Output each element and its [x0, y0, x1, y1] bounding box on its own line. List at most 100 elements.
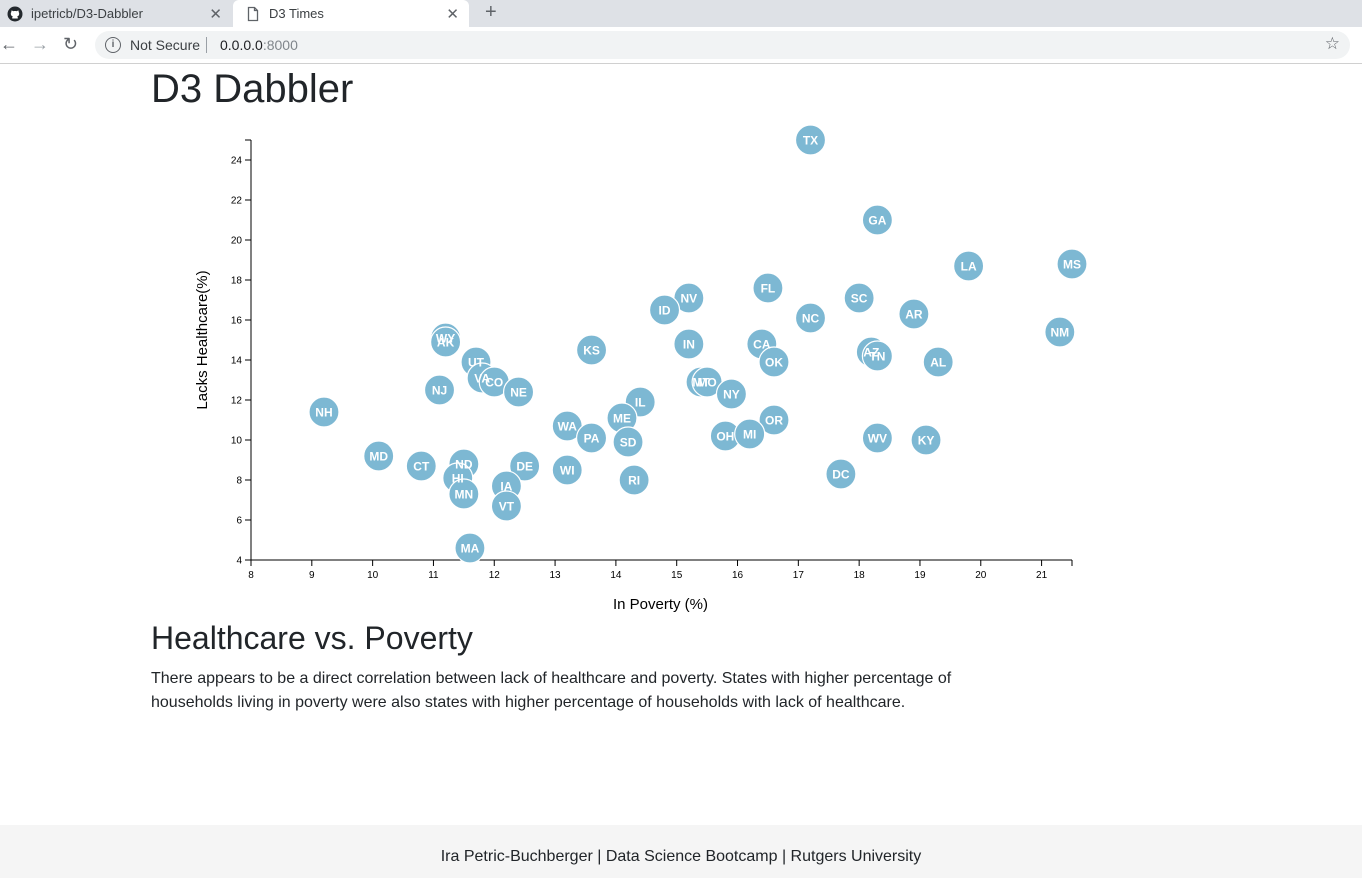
state-label: AL — [930, 356, 946, 370]
tab-github[interactable]: ipetricb/D3-Dabbler ✕ — [0, 0, 232, 27]
x-tick-label: 14 — [610, 570, 622, 581]
forward-icon[interactable]: → — [31, 34, 49, 54]
state-marker[interactable] — [502, 376, 535, 408]
browser-toolbar: ← → ↻ i Not Secure 0.0.0.0:8000 ☆ — [0, 27, 1362, 64]
state-marker[interactable] — [648, 294, 681, 326]
x-tick-label: 12 — [489, 570, 501, 581]
state-marker[interactable] — [910, 424, 942, 456]
tab-title: ipetricb/D3-Dabbler — [31, 6, 143, 21]
x-tick-label: 10 — [367, 570, 379, 581]
state-marker[interactable] — [363, 440, 395, 472]
state-marker[interactable] — [953, 250, 985, 282]
state-label: ND — [455, 458, 473, 472]
state-marker[interactable] — [861, 204, 893, 236]
state-marker[interactable] — [898, 298, 930, 330]
state-label: SC — [851, 292, 868, 306]
x-tick-label: 13 — [550, 570, 562, 581]
y-tick-label: 24 — [231, 156, 243, 167]
y-axis-label: Lacks Healthcare(%) — [194, 270, 211, 409]
state-label: WV — [868, 432, 887, 446]
state-marker[interactable] — [752, 272, 784, 304]
address-bar[interactable]: i Not Secure 0.0.0.0:8000 ☆ — [95, 31, 1350, 59]
state-marker[interactable] — [509, 450, 541, 482]
state-label: OK — [765, 356, 783, 370]
security-label: Not Secure — [130, 37, 201, 53]
state-marker[interactable] — [861, 422, 893, 454]
state-label: MD — [369, 450, 388, 464]
state-marker[interactable] — [1056, 248, 1088, 280]
y-tick-label: 12 — [231, 396, 243, 407]
state-label: CO — [485, 376, 503, 390]
state-marker[interactable] — [673, 328, 705, 360]
state-label: HI — [452, 472, 464, 486]
back-icon[interactable]: ← — [0, 34, 18, 54]
info-icon[interactable]: i — [105, 37, 121, 53]
state-marker[interactable] — [575, 422, 608, 454]
state-label: FL — [761, 282, 776, 296]
y-tick-label: 18 — [231, 276, 243, 287]
state-label: MO — [697, 376, 716, 390]
state-marker[interactable] — [758, 404, 790, 436]
state-label: AZ — [863, 346, 879, 360]
state-marker[interactable] — [825, 458, 857, 490]
state-label: MN — [455, 488, 474, 502]
state-marker[interactable] — [405, 450, 437, 482]
x-tick-label: 8 — [248, 570, 254, 581]
reload-icon[interactable]: ↻ — [63, 34, 79, 54]
state-label: TN — [869, 350, 885, 364]
state-label: UT — [468, 356, 485, 370]
state-marker[interactable] — [448, 478, 480, 510]
tab-bar: ipetricb/D3-Dabbler ✕ D3 Times ✕ + — [0, 0, 1362, 27]
state-marker[interactable] — [1044, 316, 1076, 348]
state-label: NM — [1051, 326, 1070, 340]
state-label: KS — [583, 344, 600, 358]
state-marker[interactable] — [715, 378, 748, 410]
state-marker[interactable] — [794, 302, 827, 334]
url-text: 0.0.0.0:8000 — [220, 37, 298, 53]
close-icon[interactable]: ✕ — [209, 6, 222, 23]
x-tick-label: 21 — [1036, 570, 1048, 581]
state-marker[interactable] — [454, 532, 486, 564]
x-tick-label: 9 — [309, 570, 315, 581]
state-marker[interactable] — [922, 346, 954, 378]
state-marker[interactable] — [612, 426, 644, 458]
x-tick-label: 11 — [428, 570, 439, 581]
y-tick-label: 16 — [231, 316, 243, 327]
state-marker[interactable] — [794, 124, 827, 156]
page-title: D3 Dabbler — [151, 67, 354, 111]
state-marker[interactable] — [734, 418, 766, 450]
state-marker[interactable] — [758, 346, 790, 378]
state-label: NE — [510, 386, 527, 400]
state-marker[interactable] — [551, 454, 583, 486]
state-marker[interactable] — [618, 464, 650, 496]
state-marker[interactable] — [490, 490, 523, 522]
state-label: NJ — [432, 384, 447, 398]
state-label: NY — [723, 388, 740, 402]
state-label: NH — [315, 406, 332, 420]
url-host: 0.0.0.0 — [220, 37, 263, 53]
state-label: WY — [436, 332, 455, 346]
x-tick-label: 18 — [854, 570, 866, 581]
state-marker[interactable] — [843, 282, 875, 314]
state-label: NC — [802, 312, 820, 326]
state-marker[interactable] — [575, 334, 608, 366]
x-tick-label: 17 — [793, 570, 805, 581]
y-tick-label: 14 — [231, 356, 243, 367]
state-label: ID — [659, 304, 671, 318]
state-label: IA — [500, 480, 512, 494]
tab-d3-times[interactable]: D3 Times ✕ — [233, 0, 469, 27]
tab-title: D3 Times — [269, 6, 324, 21]
state-marker[interactable] — [308, 396, 340, 428]
state-label: DC — [832, 468, 850, 482]
state-marker[interactable] — [430, 326, 462, 358]
new-tab-icon[interactable]: + — [485, 1, 497, 23]
state-label: MA — [461, 542, 480, 556]
state-label: ME — [613, 412, 631, 426]
bookmark-star-icon[interactable]: ☆ — [1324, 34, 1340, 53]
y-tick-label: 8 — [236, 476, 242, 487]
y-tick-label: 10 — [231, 436, 243, 447]
state-marker[interactable] — [861, 340, 893, 372]
close-icon[interactable]: ✕ — [446, 6, 459, 23]
state-marker[interactable] — [423, 374, 456, 406]
state-label: DE — [516, 460, 533, 474]
